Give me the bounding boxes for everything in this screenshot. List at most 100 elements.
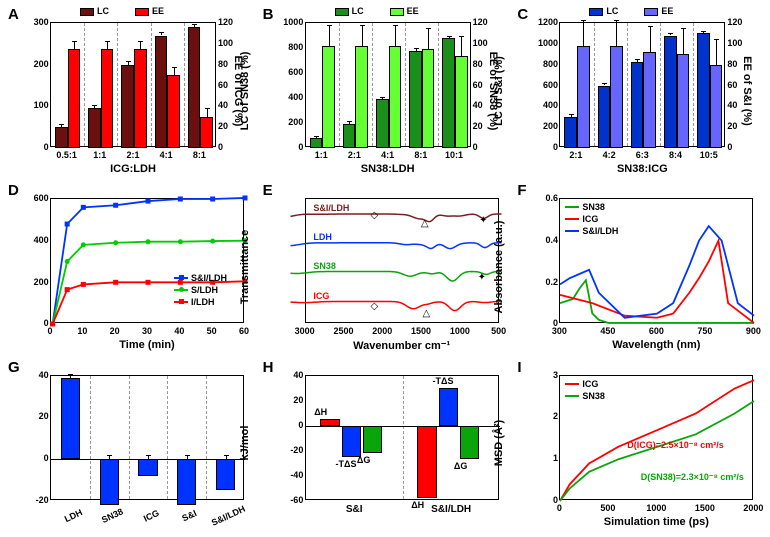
legend-swatch [390, 8, 404, 16]
ytick: 0 [44, 142, 49, 152]
panel-H: HS&IS&I/LDHΔH-TΔSΔGΔH-TΔSΔGkJ/mol-60-40-… [257, 357, 510, 531]
bar [389, 46, 402, 148]
ytick-right: 0 [727, 142, 732, 152]
legend-label: LC [352, 6, 364, 16]
panel-C: CLC of S&I (%)EE of S&I (%)SN38:ICG02004… [511, 4, 764, 178]
ytick: 0 [553, 142, 558, 152]
bar [155, 36, 168, 149]
ytick: 40 [39, 370, 49, 380]
bar [442, 38, 455, 148]
ytick-right: 120 [218, 17, 233, 27]
bar [610, 46, 623, 148]
ytick-right: 80 [218, 59, 228, 69]
ytick: -40 [290, 470, 303, 480]
bar [455, 56, 468, 148]
panel-I: IMSD (Å²)Simulation time (ps)01230500100… [511, 357, 764, 531]
bar [61, 378, 80, 459]
bar [697, 33, 710, 148]
bar [177, 459, 196, 505]
annotation: D(ICG)=2.5×10⁻⁸ cm²/s [627, 440, 724, 451]
panel-label: F [517, 182, 526, 199]
ytick-right: 100 [218, 38, 233, 48]
legend-label: EE [152, 6, 164, 16]
ytick: 800 [543, 59, 558, 69]
bar [322, 46, 335, 148]
panel-B: BLC of SN38 (%)EE of SN38 (%)SN38:LDH020… [257, 4, 510, 178]
ytick-right: 40 [218, 100, 228, 110]
ylabel-left: LC of S&I (%) [493, 21, 505, 161]
plot-area [559, 22, 725, 147]
ytick-right: 80 [727, 59, 737, 69]
legend-label: EE [407, 6, 419, 16]
bar [664, 36, 677, 149]
bar [376, 99, 389, 148]
bar [677, 54, 690, 148]
xtick: 4:2 [593, 150, 626, 160]
bar [101, 49, 114, 148]
xlabel: ICG:LDH [50, 163, 216, 175]
xtick: 8:4 [659, 150, 692, 160]
bar [343, 124, 356, 148]
bar [55, 127, 68, 148]
xtick: 8:1 [183, 150, 216, 160]
ytick-right: 0 [218, 142, 223, 152]
ytick: 1000 [283, 17, 303, 27]
bar [643, 52, 656, 148]
bar [577, 46, 590, 148]
legend-label: LC [606, 6, 618, 16]
plot-area [50, 198, 244, 323]
bar [710, 65, 723, 148]
ytick: 800 [288, 42, 303, 52]
xlabel: SN38:LDH [305, 163, 471, 175]
xtick: 4:1 [371, 150, 404, 160]
bar [167, 75, 180, 148]
ytick: -20 [36, 495, 49, 505]
bar [200, 117, 213, 148]
xtick: 2:1 [116, 150, 149, 160]
ytick: 0 [298, 142, 303, 152]
ytick: 20 [39, 411, 49, 421]
ytick-right: 40 [727, 100, 737, 110]
ytick: 600 [288, 67, 303, 77]
panel-D: DLC (%)Time (min)02004006000102030405060… [2, 180, 255, 354]
ytick-right: 120 [473, 17, 488, 27]
legend-swatch [135, 8, 149, 16]
ytick: 200 [34, 59, 49, 69]
bar [564, 117, 577, 148]
plot-area [50, 22, 216, 147]
ytick: 0 [44, 453, 49, 463]
panel-label: D [8, 182, 19, 199]
ytick-right: 100 [727, 38, 742, 48]
ylabel-left: kJ/mol [239, 373, 251, 513]
legend-swatch [644, 8, 658, 16]
bar [188, 27, 201, 148]
xtick: 4:1 [150, 150, 183, 160]
ytick-right: 20 [218, 121, 228, 131]
bar [631, 62, 644, 148]
ytick-right: 20 [727, 121, 737, 131]
plot-area: S&I/LDHLDHSN38ICG◇△✦✦◇△ [305, 198, 499, 323]
bar [100, 459, 119, 505]
xtick: S&I [170, 503, 209, 528]
ytick-right: 60 [218, 80, 228, 90]
bar [310, 138, 323, 148]
ylabel-left: LC of SN38 (%) [239, 21, 251, 161]
ytick-right: 20 [473, 121, 483, 131]
xlabel: SN38:ICG [559, 163, 725, 175]
xtick: 0.5:1 [50, 150, 83, 160]
bar [216, 459, 235, 490]
ytick-right: 120 [727, 17, 742, 27]
ytick-right: 60 [727, 80, 737, 90]
xtick: SN38 [92, 503, 131, 528]
xtick: 6:3 [626, 150, 659, 160]
ytick: 1200 [538, 17, 558, 27]
ylabel-right: EE of S&I (%) [741, 21, 753, 161]
bar [68, 49, 81, 148]
bar [409, 51, 422, 149]
ytick-right: 40 [473, 100, 483, 110]
ytick: 600 [543, 80, 558, 90]
bar [121, 65, 134, 148]
bar [355, 46, 368, 148]
panel-label: H [263, 359, 274, 376]
ytick: 20 [293, 395, 303, 405]
